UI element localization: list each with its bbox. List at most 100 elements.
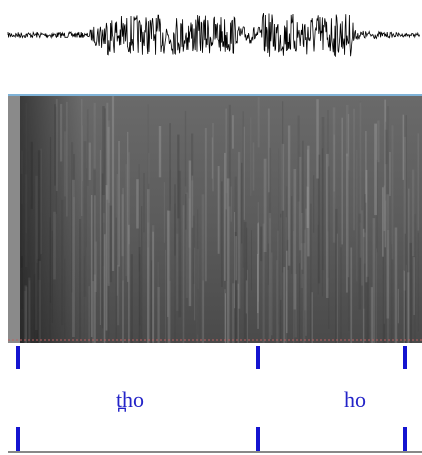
streak xyxy=(290,196,293,274)
streak xyxy=(115,217,117,343)
streak xyxy=(235,236,237,281)
streak xyxy=(257,202,259,302)
streak xyxy=(294,274,297,338)
streak xyxy=(282,101,284,273)
streak xyxy=(185,194,187,230)
streak xyxy=(333,134,336,192)
streak xyxy=(236,289,239,343)
streak xyxy=(376,160,378,253)
streak xyxy=(143,173,145,233)
streak xyxy=(150,260,153,343)
streak xyxy=(346,153,348,293)
boundary-bottom xyxy=(256,427,260,451)
streak xyxy=(246,227,248,281)
streak xyxy=(372,218,376,343)
streak xyxy=(82,125,83,182)
streak xyxy=(101,173,104,329)
streak xyxy=(147,104,149,248)
streak xyxy=(109,205,113,283)
streak xyxy=(353,108,355,231)
streak xyxy=(127,131,129,282)
streak xyxy=(281,143,285,211)
streak xyxy=(277,230,279,343)
streak xyxy=(250,117,252,196)
streak xyxy=(286,239,289,270)
streak xyxy=(169,169,171,205)
streak xyxy=(93,102,96,170)
streak xyxy=(163,182,165,243)
streak xyxy=(90,195,93,337)
streak xyxy=(306,149,309,187)
streak xyxy=(241,162,243,244)
streak xyxy=(237,283,239,343)
waveform-trace xyxy=(7,12,420,57)
streak xyxy=(302,140,304,274)
streak xyxy=(310,203,312,343)
streak xyxy=(257,253,259,314)
streak xyxy=(232,283,235,343)
streak xyxy=(157,287,160,343)
streak xyxy=(158,126,162,178)
streak xyxy=(197,289,199,343)
streak xyxy=(297,115,300,202)
streak xyxy=(293,169,297,310)
boundary-bottom xyxy=(16,427,20,451)
streak xyxy=(375,248,377,343)
streak xyxy=(341,117,343,245)
streak xyxy=(370,287,373,343)
streak xyxy=(147,189,150,343)
streak xyxy=(413,257,415,315)
streak xyxy=(285,217,287,343)
streak xyxy=(243,221,247,343)
streak xyxy=(386,106,390,250)
streak xyxy=(102,213,106,343)
streak xyxy=(397,288,399,324)
streak xyxy=(211,137,213,179)
streak xyxy=(152,225,155,342)
streak xyxy=(280,213,282,343)
streak xyxy=(228,104,231,207)
streak xyxy=(327,110,329,232)
streak xyxy=(88,286,90,343)
streak xyxy=(148,153,150,184)
streak xyxy=(300,243,303,288)
streak xyxy=(286,250,288,334)
streak xyxy=(106,102,109,200)
streak xyxy=(298,156,302,251)
streak xyxy=(313,175,315,233)
streak xyxy=(307,145,310,257)
streak xyxy=(245,280,247,314)
streak xyxy=(105,185,108,331)
streak xyxy=(184,110,187,187)
streak xyxy=(267,243,269,285)
streak xyxy=(182,205,185,343)
streak xyxy=(301,213,304,270)
streak xyxy=(362,228,365,343)
streak xyxy=(385,121,387,201)
streak xyxy=(94,241,98,292)
streak xyxy=(88,142,91,180)
streak xyxy=(403,136,407,291)
streak xyxy=(104,108,106,234)
streak xyxy=(276,260,278,343)
streak xyxy=(257,222,260,255)
streak xyxy=(359,102,362,258)
streak xyxy=(220,181,223,287)
streak xyxy=(411,169,415,256)
streak xyxy=(86,109,89,186)
streak xyxy=(104,234,106,343)
streak xyxy=(387,230,390,343)
streak xyxy=(361,210,364,286)
streak xyxy=(194,247,196,321)
streak xyxy=(212,123,214,192)
streak xyxy=(93,168,96,275)
waveform xyxy=(7,12,420,57)
streak xyxy=(394,227,398,343)
streak xyxy=(409,242,412,343)
streak xyxy=(83,256,85,343)
streak xyxy=(382,187,384,257)
streak xyxy=(128,152,130,245)
streak xyxy=(224,293,226,343)
streak xyxy=(263,158,267,252)
streak xyxy=(196,249,199,343)
